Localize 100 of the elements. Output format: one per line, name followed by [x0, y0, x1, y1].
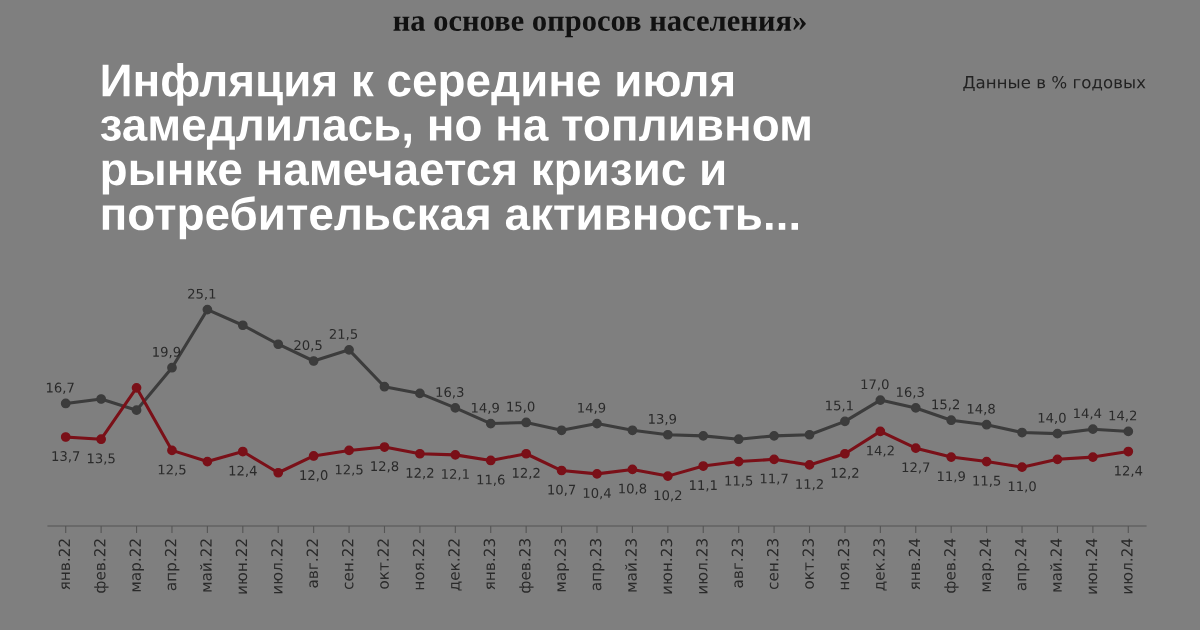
point [875, 395, 886, 405]
data-label: 15,2 [932, 399, 960, 411]
x-tick-label: апр.24 [1014, 538, 1030, 591]
x-tick-label: сен.23 [766, 539, 779, 590]
data-label: 12,4 [229, 465, 257, 477]
x-tick-label: ноя.23 [837, 539, 850, 590]
point [1088, 452, 1098, 462]
x-tick-label: авг.23 [731, 539, 744, 588]
point [131, 382, 142, 393]
point [202, 304, 213, 315]
x-tick-label: мар.24 [979, 538, 995, 592]
point [769, 454, 779, 465]
point [1088, 424, 1098, 435]
data-label: 21,5 [329, 328, 358, 341]
point [946, 452, 957, 462]
point [840, 448, 850, 459]
point [556, 465, 567, 476]
point [592, 418, 602, 429]
data-label: 11,5 [973, 475, 1001, 488]
data-label: 15,0 [507, 401, 535, 413]
data-label: 10,4 [583, 487, 611, 500]
point [981, 456, 992, 467]
data-label: 14,4 [1074, 408, 1102, 420]
x-tick-label: окт.22 [377, 539, 389, 589]
data-label: 12,4 [1115, 465, 1143, 477]
point [308, 356, 319, 366]
point [592, 469, 602, 479]
data-label: 11,7 [760, 473, 788, 485]
data-label: 11,9 [937, 471, 965, 483]
point [273, 467, 284, 478]
x-tick-label: фев.22 [94, 539, 109, 593]
data-label: 13,5 [87, 453, 115, 465]
data-label: 25,1 [188, 288, 216, 301]
point [415, 448, 425, 459]
point [485, 455, 496, 466]
point [627, 464, 638, 475]
data-label: 17,0 [861, 379, 889, 391]
point [981, 419, 992, 430]
x-tick-label: май.23 [625, 539, 637, 592]
data-label: 14,0 [1038, 412, 1066, 425]
x-tick-label: фев.23 [519, 539, 534, 593]
point [698, 461, 709, 471]
data-label: 11,6 [477, 474, 505, 486]
point [1017, 462, 1027, 473]
point [556, 425, 567, 436]
point [521, 448, 532, 459]
point [308, 451, 319, 461]
data-label: 10,8 [619, 483, 647, 495]
data-label: 14,2 [1109, 410, 1137, 422]
point [804, 429, 815, 440]
data-label: 12,1 [442, 468, 469, 481]
point [415, 388, 425, 399]
data-label: 12,8 [371, 461, 399, 473]
data-label: 11,2 [796, 479, 823, 491]
point [804, 460, 815, 470]
data-label: 11,5 [725, 475, 753, 488]
data-label: 12,0 [300, 470, 328, 482]
x-tick-label: июл.23 [696, 539, 708, 594]
x-tick-label: июл.24 [1121, 538, 1133, 594]
point [910, 403, 921, 413]
point [840, 416, 850, 427]
point [521, 417, 532, 428]
data-label: 11,1 [690, 480, 717, 492]
point [946, 415, 957, 426]
x-tick-label: авг.22 [306, 539, 319, 588]
data-label: 16,7 [46, 382, 74, 394]
point [379, 381, 390, 392]
data-label: 14,9 [471, 402, 499, 415]
point [450, 450, 461, 460]
point [344, 344, 354, 355]
data-label: 12,7 [902, 462, 930, 474]
point [769, 431, 779, 441]
point [733, 434, 744, 445]
x-tick-label: сен.22 [341, 539, 354, 590]
x-tick-label: дек.23 [873, 539, 887, 591]
x-tick-label: фев.24 [944, 538, 959, 593]
data-label: 16,3 [436, 387, 464, 399]
x-tick-label: мар.22 [129, 539, 144, 592]
point [1017, 427, 1027, 438]
point [237, 320, 248, 331]
data-label: 14,8 [967, 403, 995, 416]
data-label: 12,2 [512, 467, 540, 480]
point [60, 398, 71, 409]
x-tick-label: июн.22 [235, 539, 248, 594]
point [1123, 446, 1134, 457]
point [202, 456, 213, 467]
point [450, 403, 461, 413]
data-label: 12,5 [158, 464, 186, 476]
point [167, 445, 177, 456]
x-tick-label: июн.24 [1085, 538, 1098, 594]
point [237, 446, 248, 457]
text: на основе опросов населения» [393, 16, 806, 38]
x-tick-label: окт.23 [802, 539, 814, 589]
point [485, 418, 496, 429]
point [662, 429, 673, 440]
point [875, 426, 886, 437]
point [131, 405, 142, 416]
x-tick-label: июн.23 [660, 539, 673, 594]
x-tick-label: май.22 [200, 539, 212, 592]
point [627, 425, 638, 436]
